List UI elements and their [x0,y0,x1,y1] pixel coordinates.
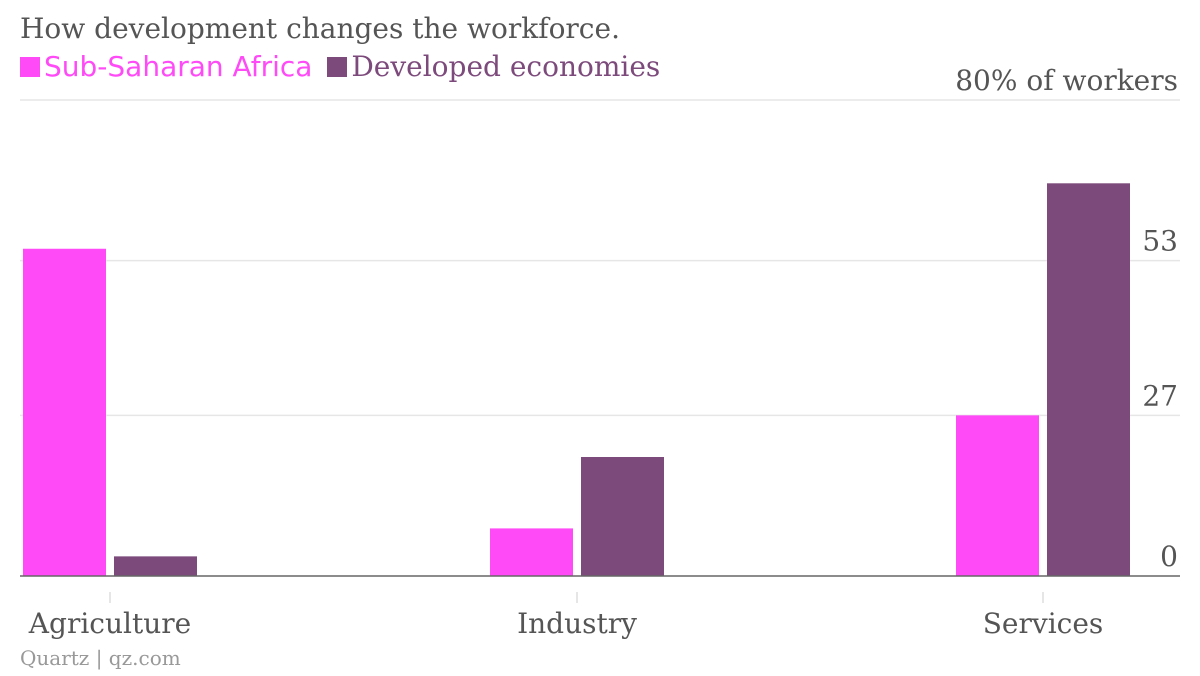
y-tick-label-53: 53 [1142,225,1178,258]
y-tick-label-80: 80% of workers [955,64,1178,97]
chart-title: How development changes the workforce. [20,12,620,45]
x-tick-label-industry: Industry [517,607,637,640]
bar-industry-developed-economies [581,457,664,576]
bar-industry-sub-saharan-africa [490,528,573,576]
source-credit: Quartz | qz.com [20,646,181,670]
legend-swatch-sub-saharan-africa [20,57,40,77]
x-tick-label-agriculture: Agriculture [28,607,191,640]
x-tick-label-services: Services [983,607,1104,640]
legend-swatch-developed-economies [327,57,348,77]
bar-services-sub-saharan-africa [956,415,1039,576]
bar-agriculture-developed-economies [114,556,197,576]
bar-agriculture-sub-saharan-africa [23,248,106,576]
y-tick-label-0: 0 [1160,540,1178,573]
y-tick-label-27: 27 [1142,379,1178,412]
legend-label-developed-economies: Developed economies [351,50,661,83]
legend: Sub-Saharan Africa Developed economies [20,50,666,83]
legend-item-developed-economies: Developed economies [327,50,660,83]
legend-label-sub-saharan-africa: Sub-Saharan Africa [44,50,313,83]
bar-services-developed-economies [1047,183,1130,577]
legend-item-sub-saharan-africa: Sub-Saharan Africa [20,50,312,83]
